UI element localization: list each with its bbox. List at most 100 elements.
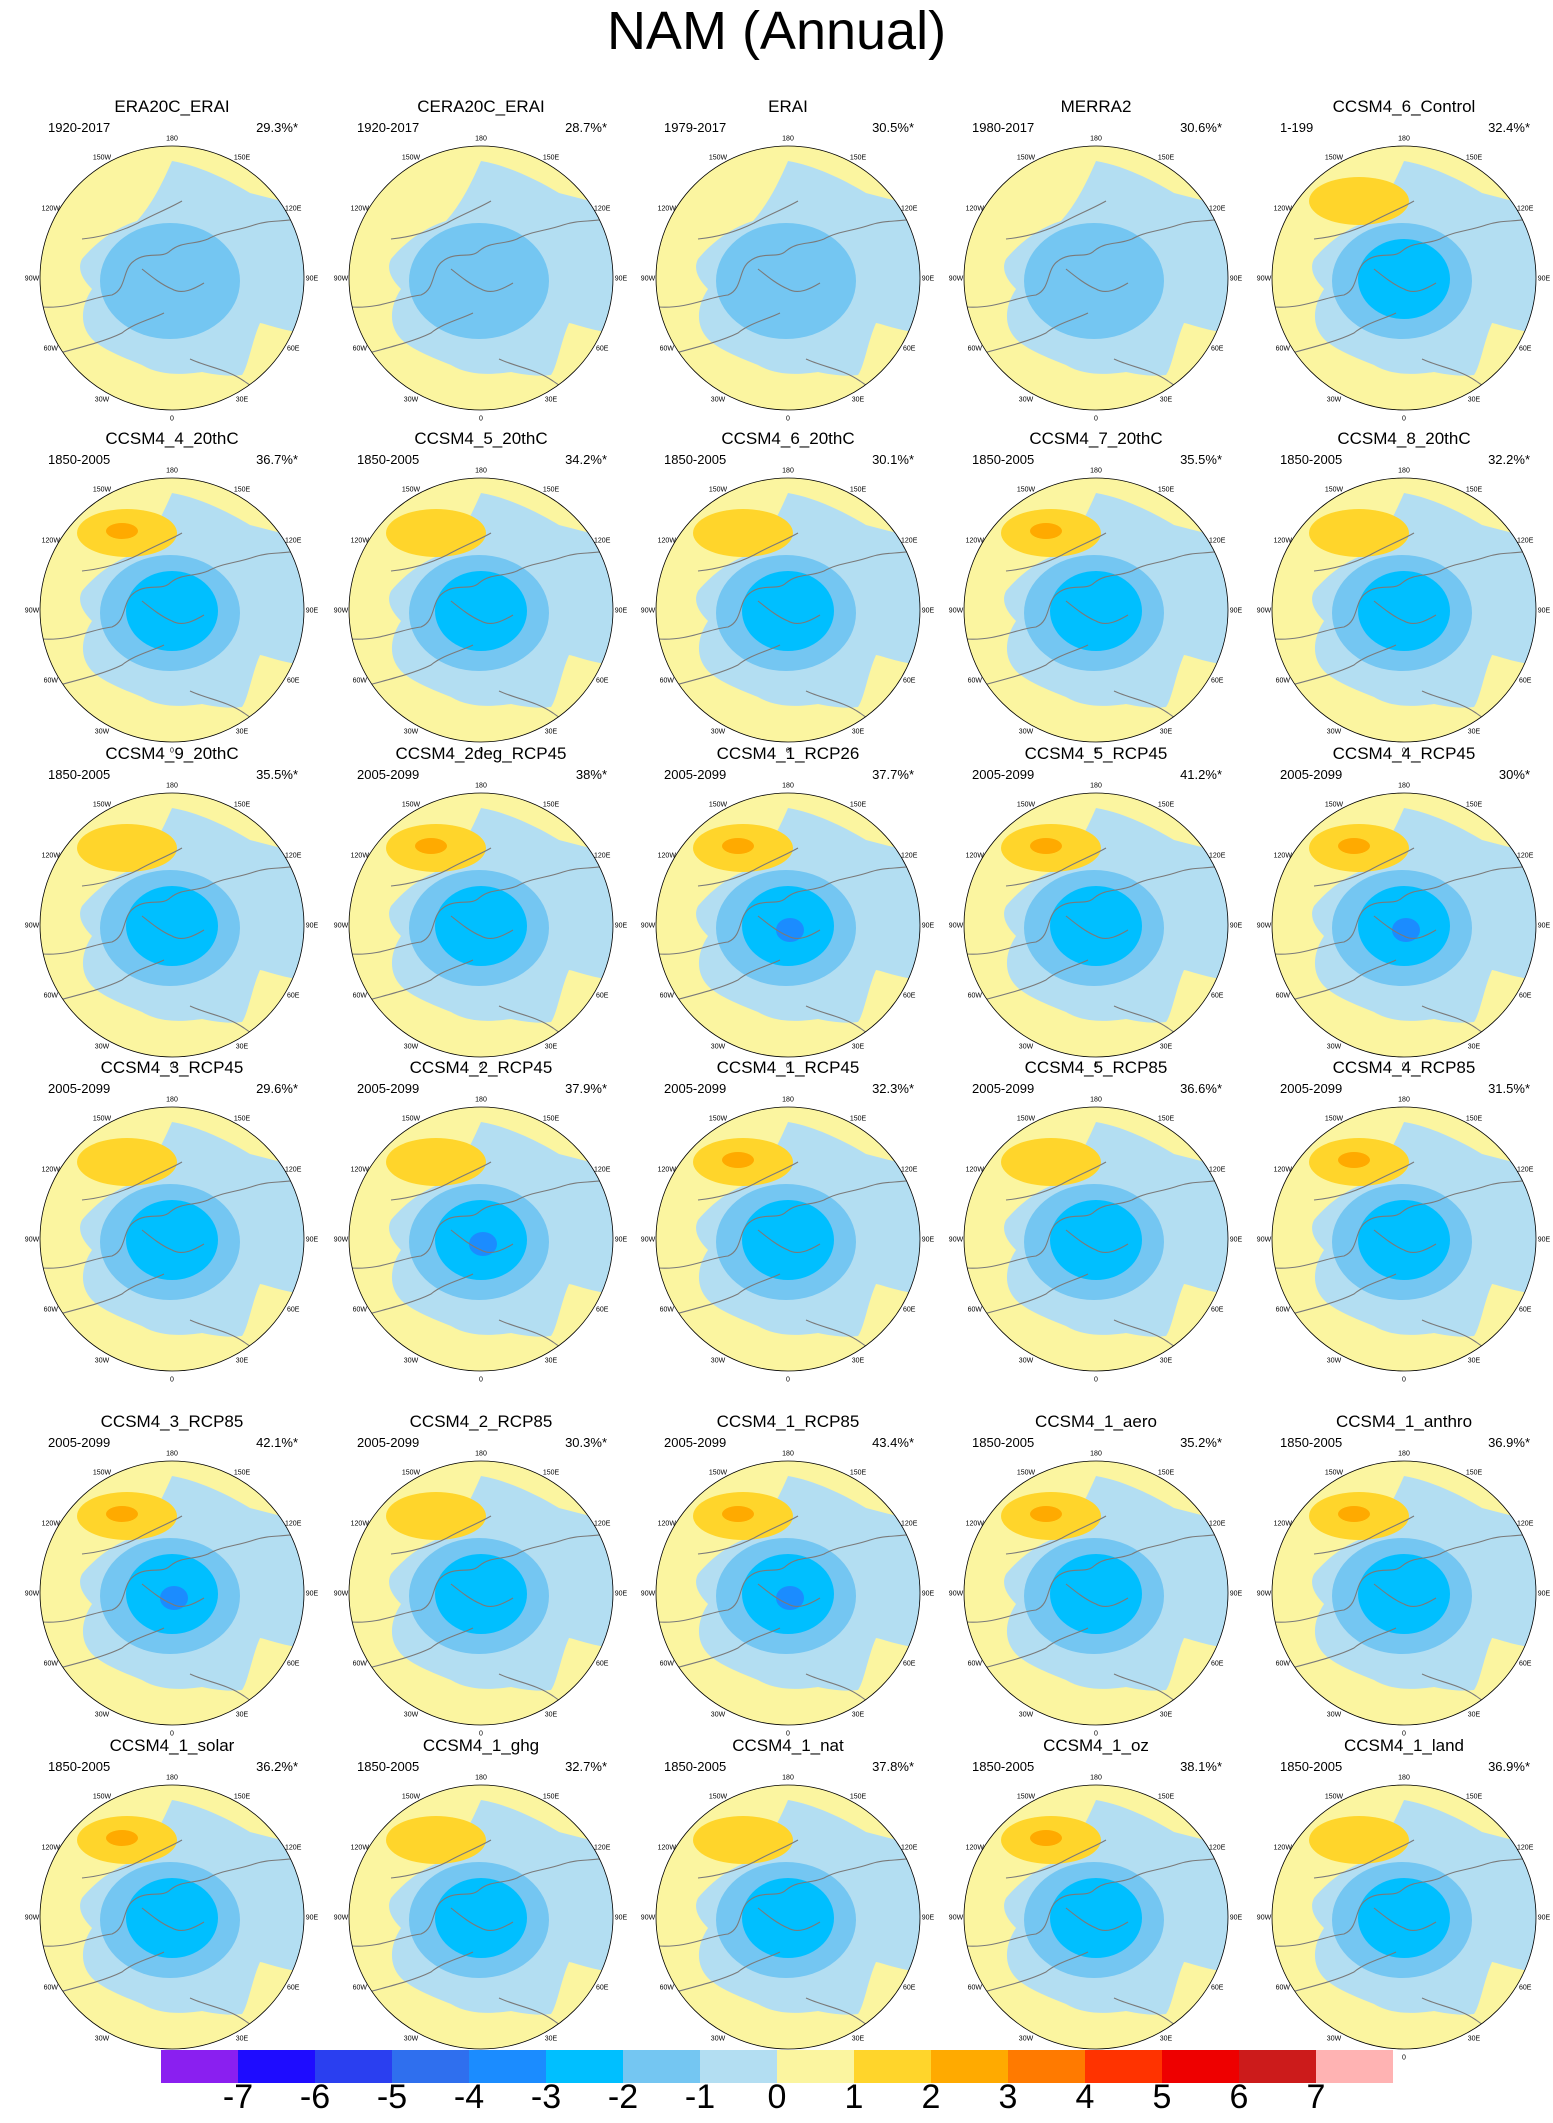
longitude-label: 120W	[42, 206, 61, 213]
longitude-label: 90E	[922, 608, 935, 615]
coastline	[965, 1177, 1228, 1269]
longitude-label: 90E	[1230, 276, 1243, 283]
contour-fill-neg3-to-neg2	[1050, 1878, 1142, 1958]
map-panel: CCSM4_5_20thC 1850-2005 34.2%* 180 150E 120E 9…	[331, 429, 631, 769]
longitude-label: 120E	[901, 1167, 918, 1174]
longitude-label: 30W	[1327, 729, 1342, 736]
panel-title: CCSM4_1_land	[1343, 1736, 1464, 1755]
longitude-label: 60E	[903, 346, 916, 353]
colorbar-tick-label: 5	[1152, 2078, 1172, 2116]
polar-map: 180 150E 120E 90E 60E 30E 0 30W 60W 90W 120W 150W	[25, 1097, 319, 1384]
panel-title: CCSM4_1_RCP26	[716, 744, 860, 763]
contour-fill-2-to-3	[1338, 1506, 1370, 1522]
longitude-label: 150E	[1158, 801, 1175, 808]
coastline	[41, 548, 304, 640]
longitude-label: 60E	[287, 346, 300, 353]
longitude-label: 60E	[1519, 993, 1532, 1000]
coastline	[1373, 600, 1437, 624]
longitude-label: 150E	[543, 1793, 560, 1800]
panel-variance-explained: 37.8%*	[872, 1759, 914, 1774]
longitude-label: 180	[475, 1097, 487, 1104]
longitude-label: 120E	[1209, 1521, 1226, 1528]
panel-period: 1850-2005	[972, 1759, 1035, 1774]
longitude-label: 180	[166, 468, 178, 475]
panel-variance-explained: 38%*	[575, 767, 607, 782]
longitude-label: 150W	[1325, 486, 1344, 493]
longitude-label: 0	[1402, 1377, 1406, 1384]
longitude-label: 90W	[334, 608, 349, 615]
longitude-label: 150W	[709, 486, 728, 493]
longitude-label: 90W	[641, 276, 656, 283]
longitude-label: 180	[1398, 136, 1410, 143]
longitude-label: 60W	[353, 1661, 368, 1668]
longitude-label: 90W	[949, 1915, 964, 1922]
longitude-label: 90W	[334, 923, 349, 930]
coastline	[360, 959, 474, 1003]
longitude-label: 30E	[1468, 1358, 1481, 1365]
longitude-label: 30E	[545, 397, 558, 404]
panel-title: CCSM4_5_RCP45	[1024, 744, 1168, 763]
longitude-label: 30W	[95, 1358, 110, 1365]
panel-variance-explained: 28.7%*	[565, 120, 607, 135]
panel-variance-explained: 35.2%*	[1180, 1435, 1222, 1450]
longitude-label: 30W	[711, 2036, 726, 2043]
map-panel: ERAI 1979-2017 30.5%* 180 150E 120E 90E 60E 30E 0…	[638, 97, 938, 437]
polar-map: 180 150E 120E 90E 60E 30E 0 30W 60W 90W 120W 150W	[641, 1097, 935, 1384]
colorbar-box	[238, 2050, 315, 2083]
longitude-label: 0	[1094, 748, 1098, 755]
panel-period: 1850-2005	[48, 452, 111, 467]
coastline	[450, 1583, 514, 1607]
map-boundary	[655, 1106, 921, 1372]
panel-variance-explained: 30.1%*	[872, 452, 914, 467]
longitude-label: 120E	[1517, 853, 1534, 860]
longitude-label: 150E	[850, 801, 867, 808]
coastline	[350, 1531, 613, 1623]
map-boundary	[963, 792, 1229, 1058]
longitude-label: 90E	[1538, 1591, 1551, 1598]
contour-fill-neg4-to-neg3	[776, 918, 804, 942]
contour-fill-1-to-2	[693, 1816, 793, 1864]
longitude-label: 30W	[1019, 729, 1034, 736]
contour-fill-1-to-2	[693, 509, 793, 557]
coastline	[1005, 532, 1107, 572]
colorbar-box	[161, 2050, 238, 2083]
longitude-label: 0	[170, 748, 174, 755]
longitude-label: 60E	[287, 1661, 300, 1668]
longitude-label: 60W	[44, 678, 59, 685]
coastline	[51, 959, 165, 1003]
longitude-label: 0	[170, 1063, 174, 1070]
polar-map: 180 150E 120E 90E 60E 30E 0 30W 60W 90W 120W 150W	[25, 136, 319, 423]
coastline	[1373, 268, 1437, 292]
coastline	[657, 1855, 920, 1947]
longitude-label: 150E	[543, 486, 560, 493]
coastline	[1273, 548, 1536, 640]
longitude-label: 90W	[334, 1237, 349, 1244]
map-panel: CCSM4_3_RCP45 2005-2099 29.6%* 180 150E 120E 9…	[22, 1058, 322, 1398]
coastline	[1373, 1907, 1437, 1931]
longitude-label: 120E	[594, 538, 611, 545]
panel-period: 1920-2017	[357, 120, 420, 135]
panel-period: 1920-2017	[48, 120, 111, 135]
coastline	[1283, 312, 1397, 356]
map-boundary	[39, 792, 305, 1058]
map-boundary	[963, 1460, 1229, 1726]
map-boundary	[348, 1784, 614, 2050]
coastline	[1283, 959, 1397, 1003]
longitude-label: 60E	[596, 1985, 609, 1992]
coastline	[51, 1273, 165, 1317]
panel-period: 1-199	[1280, 120, 1314, 135]
longitude-label: 90W	[949, 1591, 964, 1598]
longitude-label: 60W	[353, 346, 368, 353]
longitude-label: 30W	[1019, 1044, 1034, 1051]
longitude-label: 90W	[1257, 1915, 1272, 1922]
colorbar-tick-label: 6	[1229, 2078, 1249, 2116]
longitude-label: 30W	[1327, 2036, 1342, 2043]
contour-fill-2-to-3	[106, 1506, 138, 1522]
longitude-label: 120E	[285, 1167, 302, 1174]
longitude-label: 60E	[1519, 1307, 1532, 1314]
panel-variance-explained: 30.5%*	[872, 120, 914, 135]
longitude-label: 30E	[545, 729, 558, 736]
contour-fill-2-to-3	[722, 1506, 754, 1522]
coastline	[450, 268, 514, 292]
contour-fill-1-to-2	[1309, 1816, 1409, 1864]
